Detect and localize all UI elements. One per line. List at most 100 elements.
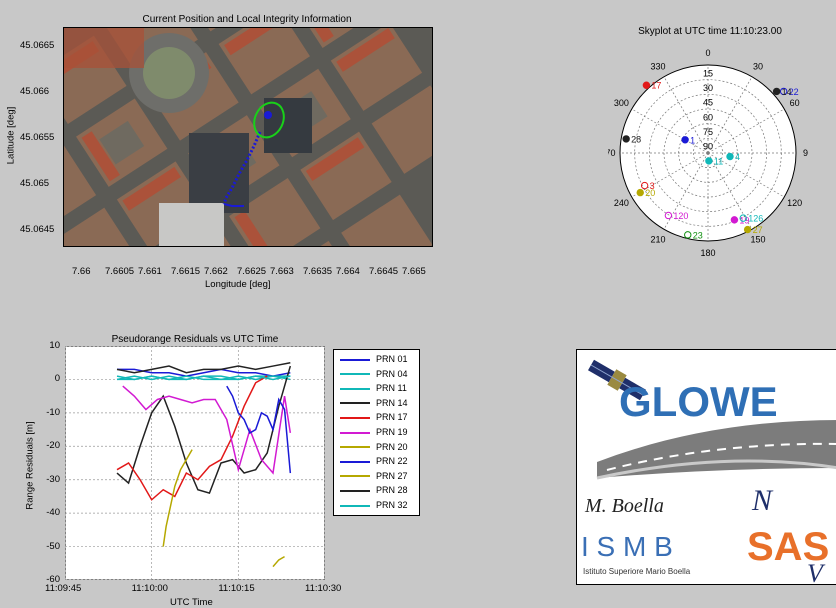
legend-swatch bbox=[340, 460, 370, 463]
legend-swatch bbox=[340, 373, 370, 376]
azimuth-label: 120 bbox=[787, 198, 802, 208]
series-line bbox=[116, 365, 292, 494]
satellite-marker[interactable] bbox=[664, 211, 673, 220]
y-tick-label: -50 bbox=[46, 540, 60, 552]
map-x-tick-label: 7.6615 bbox=[171, 266, 201, 277]
legend-label: PRN 32 bbox=[376, 500, 408, 510]
sas-text: SAS bbox=[747, 525, 829, 569]
map-y-tick-label: 45.0645 bbox=[20, 224, 55, 235]
map-ylabel: Latitude [deg] bbox=[5, 106, 17, 165]
elevation-label: 45 bbox=[703, 98, 713, 108]
satellite-marker[interactable] bbox=[642, 81, 651, 89]
satellite-marker[interactable] bbox=[772, 87, 781, 96]
residuals-title: Pseudorange Residuals vs UTC Time bbox=[111, 334, 279, 345]
y-tick-label: -40 bbox=[46, 507, 60, 519]
map-x-tick-label: 7.6645 bbox=[369, 266, 399, 277]
legend-entry: PRN 01 bbox=[340, 354, 408, 365]
legend-label: PRN 20 bbox=[376, 441, 408, 452]
satellite-marker[interactable] bbox=[681, 136, 689, 144]
legend-swatch bbox=[340, 417, 370, 420]
ismb-text: I S M B bbox=[581, 531, 673, 562]
y-tick-label: 0 bbox=[54, 373, 60, 385]
satellite-marker[interactable] bbox=[730, 216, 739, 224]
legend-label: PRN 01 bbox=[376, 354, 408, 364]
aerial-map-image bbox=[64, 28, 432, 246]
residuals-ylabel: Range Residuals [m] bbox=[24, 421, 36, 510]
y-tick-label: -60 bbox=[46, 574, 60, 585]
residuals-legend: PRN 01 PRN 04 PRN 11 PRN 14 PRN 17 PRN 19 PRN … bbox=[333, 349, 420, 516]
azimuth-label: 30 bbox=[753, 61, 763, 71]
satellite-marker[interactable] bbox=[684, 231, 692, 239]
map-x-tick-label: 7.6605 bbox=[105, 266, 135, 277]
satellite-label: 126 bbox=[748, 214, 763, 224]
satellite-label: 22 bbox=[789, 87, 799, 97]
satellite-marker[interactable] bbox=[622, 135, 630, 143]
azimuth-label: 90 bbox=[803, 148, 808, 158]
legend-swatch bbox=[340, 504, 370, 507]
signature: M. Boella bbox=[584, 495, 664, 517]
satellite-label: 27 bbox=[753, 225, 763, 235]
elevation-label: 60 bbox=[703, 112, 713, 122]
legend-swatch bbox=[340, 358, 370, 361]
glowe-text: GLOWE bbox=[619, 378, 778, 425]
map-x-tick-label: 7.665 bbox=[402, 266, 426, 277]
skyplot[interactable]: 0306090120150180210240270300330153045607… bbox=[608, 38, 808, 268]
azimuth-label: 60 bbox=[790, 98, 800, 108]
elevation-label: 30 bbox=[703, 83, 713, 93]
legend-swatch bbox=[340, 431, 370, 434]
series-line bbox=[116, 375, 268, 501]
satellite-marker[interactable] bbox=[636, 188, 644, 197]
legend-entry: PRN 17 bbox=[340, 412, 408, 423]
map-xlabel: Longitude [deg] bbox=[205, 279, 271, 290]
legend-entry: PRN 22 bbox=[340, 456, 408, 467]
x-tick-label: 11:09:45 bbox=[45, 583, 82, 594]
satellite-marker[interactable] bbox=[743, 225, 752, 234]
series-line bbox=[122, 385, 292, 475]
satellite-marker[interactable] bbox=[779, 87, 788, 96]
series-line bbox=[162, 449, 193, 547]
elevation-label: 75 bbox=[703, 127, 713, 137]
satellite-label: 11 bbox=[714, 156, 723, 166]
elevation-label: 15 bbox=[703, 68, 713, 78]
map-x-tick-label: 7.66 bbox=[72, 266, 91, 277]
map-x-tick-label: 7.6625 bbox=[237, 266, 267, 277]
map-x-tick-label: 7.6635 bbox=[303, 266, 333, 277]
satellite-label: 23 bbox=[693, 230, 703, 240]
skyplot-title: Skyplot at UTC time 11:10:23.00 bbox=[638, 26, 782, 37]
residuals-chart[interactable] bbox=[65, 346, 325, 580]
satellite-label: 20 bbox=[645, 188, 655, 198]
map-y-tick-label: 45.066 bbox=[20, 86, 50, 97]
satellite-marker[interactable] bbox=[640, 181, 649, 190]
legend-label: PRN 14 bbox=[376, 397, 408, 408]
satellite-label: 120 bbox=[673, 211, 688, 221]
azimuth-label: 330 bbox=[650, 61, 665, 71]
series-line bbox=[226, 385, 292, 474]
legend-entry: PRN 14 bbox=[340, 398, 408, 409]
aerial-map[interactable] bbox=[63, 27, 433, 247]
legend-entry: PRN 19 bbox=[340, 427, 408, 438]
satellite-marker[interactable] bbox=[726, 152, 734, 161]
legend-entry: PRN 32 bbox=[340, 500, 408, 511]
legend-label: PRN 28 bbox=[376, 485, 408, 496]
legend-entry: PRN 28 bbox=[340, 485, 408, 496]
series-line bbox=[272, 555, 285, 568]
series-line bbox=[117, 368, 291, 377]
institute-text: Istituto Superiore Mario Boella bbox=[583, 567, 691, 576]
legend-label: PRN 17 bbox=[376, 412, 408, 423]
map-y-tick-label: 45.0665 bbox=[20, 40, 55, 51]
legend-swatch bbox=[340, 490, 370, 493]
legend-entry: PRN 20 bbox=[340, 442, 408, 453]
legend-label: PRN 22 bbox=[376, 456, 408, 467]
map-y-tick-label: 45.065 bbox=[20, 178, 50, 189]
legend-swatch bbox=[340, 387, 370, 390]
azimuth-label: 270 bbox=[608, 148, 616, 158]
satellite-label: 4 bbox=[735, 152, 740, 162]
satellite-label: 28 bbox=[631, 134, 641, 144]
glowe-logo: GLOWE M. Boella I S M B Istituto Superio… bbox=[576, 349, 836, 585]
satellite-marker[interactable] bbox=[739, 214, 747, 222]
nav-v-text: V bbox=[807, 559, 826, 584]
satellite-label: 17 bbox=[651, 81, 661, 91]
legend-label: PRN 19 bbox=[376, 427, 408, 437]
satellite-marker[interactable] bbox=[705, 157, 713, 165]
legend-entry: PRN 27 bbox=[340, 471, 408, 482]
